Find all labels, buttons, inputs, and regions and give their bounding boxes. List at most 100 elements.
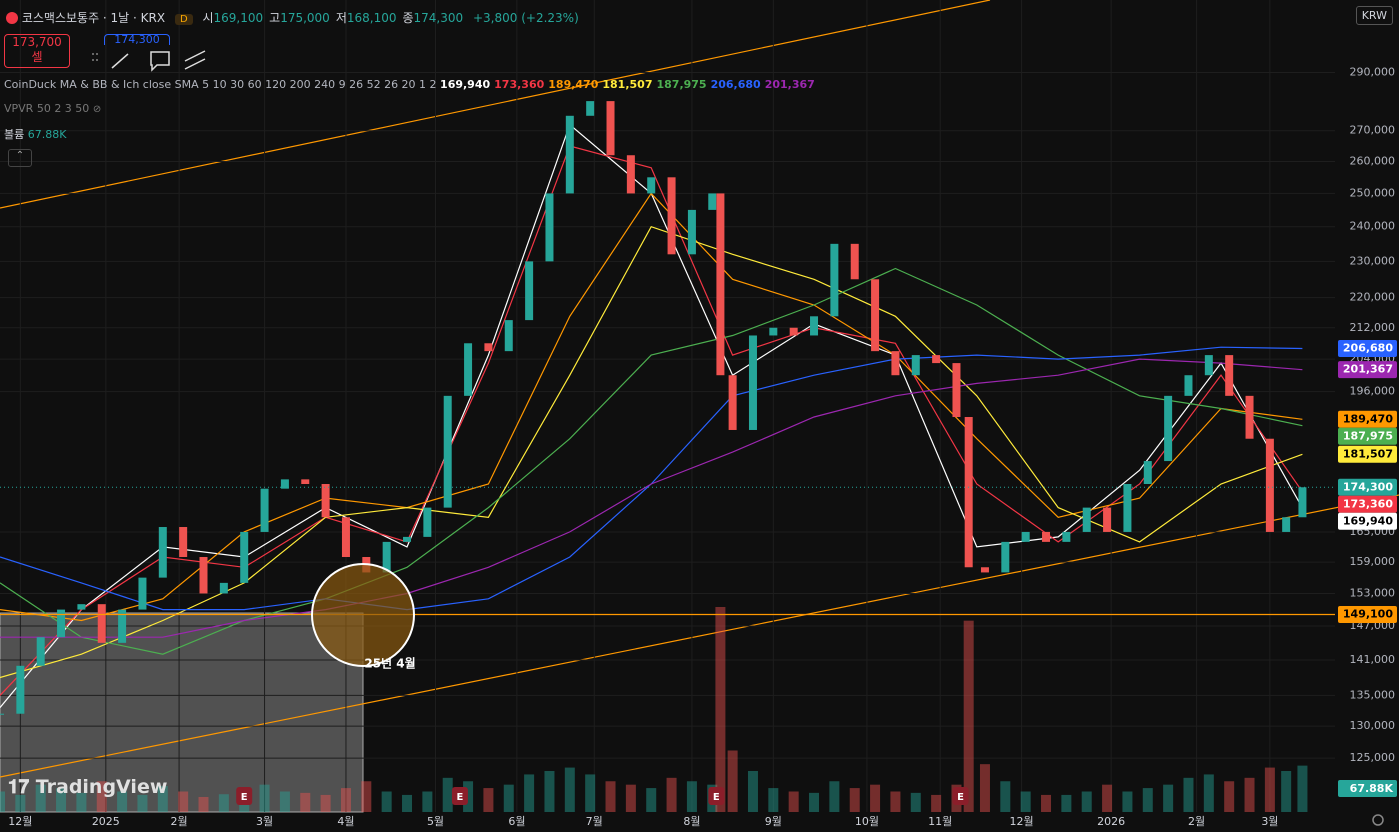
ma-legend: CoinDuck MA & BB & Ich close SMA 5 10 30…	[4, 78, 819, 91]
trend-line	[0, 494, 1399, 778]
sell-price: 173,700	[12, 35, 62, 49]
candle	[504, 320, 513, 352]
y-tick-label: 141,000	[1350, 653, 1396, 666]
ma-line	[0, 267, 1303, 655]
price-tag	[1338, 445, 1397, 463]
ohlc-value: 174,300	[413, 11, 464, 25]
annotation: 25년 4월	[364, 656, 415, 671]
x-tick-label: 2월	[171, 815, 188, 828]
candle	[301, 479, 310, 485]
volume-bar	[1041, 794, 1052, 812]
candle	[138, 577, 147, 610]
volume-bar	[56, 788, 67, 812]
x-tick-label: 2월	[1188, 815, 1205, 828]
ma-last-value: 173,360	[494, 78, 545, 91]
volume-bar	[1020, 791, 1031, 812]
volume-bar	[1081, 791, 1092, 812]
drag-handle[interactable]	[92, 53, 98, 61]
volume-bar	[15, 794, 26, 812]
volume-value: 67.88K	[27, 128, 67, 141]
event-marker[interactable]	[236, 787, 253, 805]
volume-bar	[1102, 784, 1113, 812]
volume-bar	[35, 784, 46, 812]
volume-bar	[963, 620, 974, 812]
ohlc-value: 168,100	[346, 11, 397, 25]
drawing-toolbar	[92, 50, 206, 72]
volume-bar	[1264, 767, 1275, 812]
volume-bar	[747, 771, 758, 812]
candle	[240, 531, 249, 583]
volume-bar	[768, 788, 779, 812]
event-label: E	[457, 792, 464, 803]
sell-button[interactable]: 173,700 셀	[4, 34, 70, 68]
volume-bar	[381, 791, 392, 812]
event-label: E	[957, 792, 964, 803]
ohlc-label: 시	[202, 11, 214, 25]
volume-bar	[483, 788, 494, 812]
event-marker[interactable]	[952, 787, 969, 805]
candle	[525, 261, 534, 321]
volume-bar	[1244, 777, 1255, 812]
interval-badge[interactable]: D	[174, 14, 193, 25]
candle	[911, 355, 920, 376]
trend-line	[0, 0, 991, 209]
candle	[952, 363, 961, 418]
settings-icon[interactable]	[1372, 814, 1384, 826]
candle	[97, 604, 106, 643]
candle	[158, 527, 167, 578]
change: +3,800 (+2.23%)	[472, 11, 579, 25]
volume-bar	[361, 781, 372, 812]
candle	[1143, 461, 1152, 485]
candle	[871, 279, 880, 352]
candle	[1298, 487, 1307, 518]
ma-title: CoinDuck MA & BB & Ich close SMA 5 10 30…	[4, 78, 437, 91]
volume-bar	[1000, 781, 1011, 812]
volume-bar	[870, 784, 881, 812]
ma-last-value: 206,680	[710, 78, 761, 91]
candle	[708, 193, 717, 210]
volume-bar	[625, 784, 636, 812]
trendline-tool[interactable]	[111, 53, 129, 69]
event-marker[interactable]	[708, 787, 725, 805]
volume-bar	[1203, 774, 1214, 812]
collapse-button[interactable]: ⌃	[8, 149, 32, 167]
candle	[382, 541, 391, 573]
candle	[932, 355, 941, 364]
ma-line	[0, 192, 1303, 622]
volume-bar	[564, 767, 575, 812]
price-tag	[1338, 339, 1397, 357]
currency-button[interactable]: KRW	[1355, 6, 1393, 25]
ma-line	[0, 346, 1303, 611]
buy-button[interactable]: 174,300	[104, 34, 170, 45]
volume-bar	[1142, 788, 1153, 812]
channel-tool[interactable]	[184, 50, 206, 70]
price-tag-label: 181,507	[1343, 447, 1393, 460]
volume-bar	[76, 792, 87, 812]
x-tick-label: 12월	[8, 815, 32, 828]
ma-last-value: 169,940	[440, 78, 491, 91]
volume-bar	[979, 764, 990, 812]
volume-bar	[1297, 765, 1308, 812]
volume-bar	[1122, 791, 1133, 812]
volume-bar	[666, 777, 677, 812]
candle	[1282, 517, 1291, 532]
ma-last-value: 189,470	[548, 78, 599, 91]
candle	[1001, 541, 1010, 573]
candle	[464, 343, 473, 396]
ma-last-value: 201,367	[764, 78, 815, 91]
volume-bar	[320, 794, 331, 812]
candle	[891, 351, 900, 376]
price-tag	[1338, 410, 1397, 428]
candle	[0, 713, 4, 715]
candle	[964, 417, 973, 568]
highlight-circle	[311, 563, 415, 667]
callout-tool[interactable]	[150, 51, 170, 72]
candle	[1164, 395, 1173, 462]
event-marker[interactable]	[451, 787, 468, 805]
price-tag	[1338, 478, 1397, 496]
volume-bar	[198, 796, 209, 812]
candle	[1265, 438, 1274, 532]
candle	[36, 637, 45, 666]
volume-bar	[117, 791, 128, 812]
